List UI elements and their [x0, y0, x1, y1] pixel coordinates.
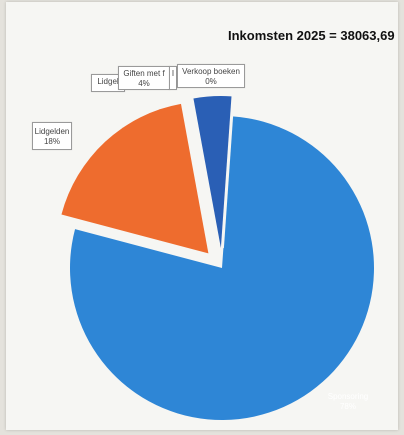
chart-title: Inkomsten 2025 = 38063,69 [228, 28, 395, 43]
pie-slice-verkoop-boeken [222, 96, 235, 249]
giften-callout-percent: 4% [138, 79, 150, 88]
verkoop-callout-name: Verkoop boeken [182, 67, 240, 76]
verkoop-callout-percent: 0% [205, 77, 217, 86]
hidden-callout-fragment: I [169, 66, 177, 90]
pie-slice-giften-met-f [193, 96, 232, 249]
verkoop-callout: Verkoop boeken 0% [177, 64, 245, 88]
lidgelden-callout-truncated-text: Lidgel [97, 77, 119, 86]
lidgelden-callout-percent: 18% [43, 137, 60, 146]
pie-slice-sponsoring [69, 116, 374, 420]
lidgelden-callout-name: Lidgelden [34, 127, 70, 136]
giften-callout: Giften met f 4% [118, 66, 170, 90]
lidgelden-callout: Lidgelden 18% [32, 122, 72, 150]
sponsoring-label: Sponsoring 78% [322, 392, 374, 412]
hidden-callout-fragment-text: I [171, 69, 175, 78]
sponsoring-label-percent: 78% [339, 402, 356, 411]
pie-slice-lidgelden [61, 103, 209, 254]
sponsoring-label-name: Sponsoring [327, 392, 369, 401]
giften-callout-name: Giften met f [123, 69, 165, 78]
